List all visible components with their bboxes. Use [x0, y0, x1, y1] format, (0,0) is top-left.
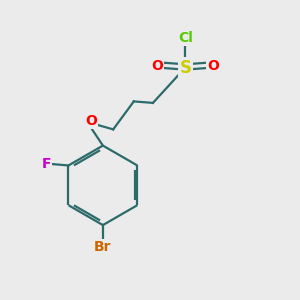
Text: F: F — [42, 157, 51, 171]
Text: O: O — [85, 114, 97, 128]
Text: O: O — [207, 59, 219, 73]
Text: S: S — [179, 58, 191, 76]
Text: Cl: Cl — [178, 31, 193, 45]
Text: O: O — [152, 59, 163, 73]
Text: Br: Br — [94, 240, 112, 254]
